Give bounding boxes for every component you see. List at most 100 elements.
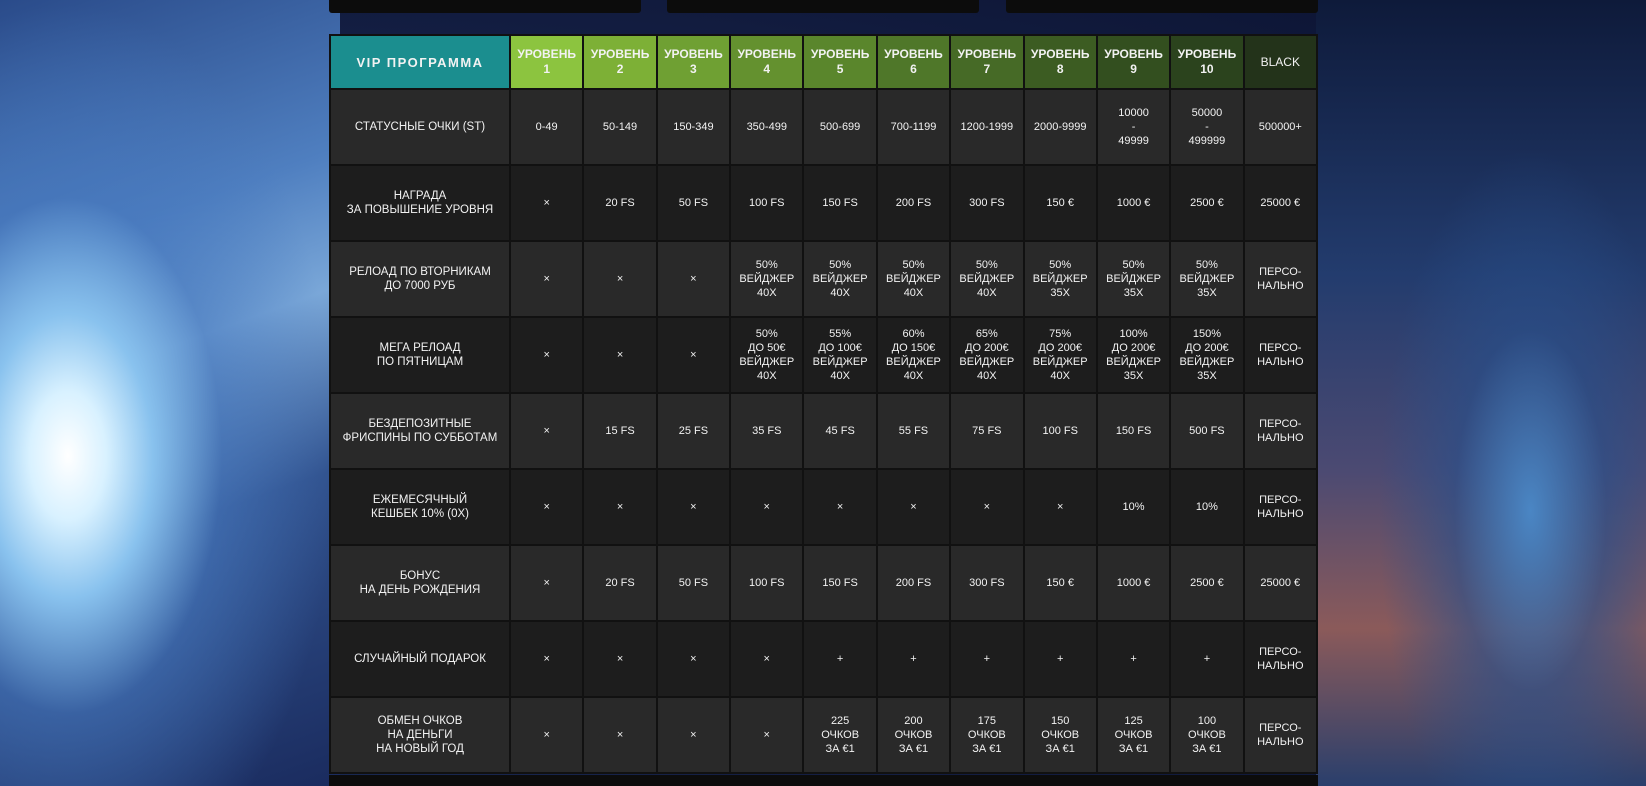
table-cell: + (951, 622, 1023, 696)
table-cell: 300 FS (951, 166, 1023, 240)
level-header-10: УРОВЕНЬ 10 (1171, 36, 1243, 88)
table-cell: 50% ВЕЙДЖЕР 40X (951, 242, 1023, 316)
table-cell: 55 FS (877, 394, 950, 468)
unavailable-cross-icon: × (511, 622, 583, 696)
table-cell: 50% ДО 50€ ВЕЙДЖЕР 40X (731, 318, 803, 392)
level-header-3: УРОВЕНЬ 3 (657, 36, 730, 88)
level-header-2: УРОВЕНЬ 2 (584, 36, 656, 88)
level-header-1: УРОВЕНЬ 1 (511, 36, 583, 88)
table-cell: 2500 € (1171, 166, 1243, 240)
table-row: БЕЗДЕПОЗИТНЫЕ ФРИСПИНЫ ПО СУББОТАМ × 15 FS… (331, 394, 1316, 468)
table-cell: ПЕРСО- НАЛЬНО (1244, 698, 1316, 772)
table-cell: 100 FS (1024, 394, 1096, 468)
table-cell: 75% ДО 200€ ВЕЙДЖЕР 40X (1024, 318, 1096, 392)
table-cell: 100 FS (731, 546, 803, 620)
table-cell: 500000+ (1244, 90, 1316, 164)
table-row: НАГРАДА ЗА ПОВЫШЕНИЕ УРОВНЯ × 20 FS 50 FS 10… (331, 166, 1316, 240)
unavailable-cross-icon: × (657, 470, 730, 544)
unavailable-cross-icon: × (511, 698, 583, 772)
table-cell: 25 FS (657, 394, 730, 468)
table-cell: 300 FS (951, 546, 1023, 620)
table-row: МЕГА РЕЛОАД ПО ПЯТНИЦАМ × × × 50% ДО 50€ ВЕЙ… (331, 318, 1316, 392)
table-cell: 25000 € (1244, 546, 1316, 620)
table-cell: 50% ВЕЙДЖЕР 35X (1171, 242, 1243, 316)
table-cell: 35 FS (731, 394, 803, 468)
level-header-4: УРОВЕНЬ 4 (731, 36, 803, 88)
table-cell: ПЕРСО- НАЛЬНО (1244, 622, 1316, 696)
table-cell: + (804, 622, 876, 696)
table-cell: 125 ОЧКОВ ЗА €1 (1097, 698, 1170, 772)
table-cell: 500-699 (804, 90, 876, 164)
table-cell: 100% ДО 200€ ВЕЙДЖЕР 35X (1097, 318, 1170, 392)
unavailable-cross-icon: × (1024, 470, 1096, 544)
unavailable-cross-icon: × (584, 470, 656, 544)
unavailable-cross-icon: × (804, 470, 876, 544)
table-cell: 175 ОЧКОВ ЗА €1 (951, 698, 1023, 772)
unavailable-cross-icon: × (731, 698, 803, 772)
table-cell: ПЕРСО- НАЛЬНО (1244, 470, 1316, 544)
row-label: БОНУС НА ДЕНЬ РОЖДЕНИЯ (331, 546, 509, 620)
row-label: ОБМЕН ОЧКОВ НА ДЕНЬГИ НА НОВЫЙ ГОД (331, 698, 509, 772)
table-cell: 200 FS (877, 166, 950, 240)
unavailable-cross-icon: × (657, 698, 730, 772)
table-cell: 50% ВЕЙДЖЕР 40X (804, 242, 876, 316)
top-bar-segment (667, 0, 979, 13)
unavailable-cross-icon: × (511, 166, 583, 240)
table-cell: ПЕРСО- НАЛЬНО (1244, 318, 1316, 392)
table-cell: 150 ОЧКОВ ЗА €1 (1024, 698, 1096, 772)
bottom-strip (329, 775, 1318, 786)
table-cell: ПЕРСО- НАЛЬНО (1244, 242, 1316, 316)
table-cell: 50000 - 499999 (1171, 90, 1243, 164)
unavailable-cross-icon: × (877, 470, 950, 544)
row-label: СЛУЧАЙНЫЙ ПОДАРОК (331, 622, 509, 696)
table-cell: ПЕРСО- НАЛЬНО (1244, 394, 1316, 468)
table-cell: 150-349 (657, 90, 730, 164)
table-cell: 350-499 (731, 90, 803, 164)
unavailable-cross-icon: × (657, 318, 730, 392)
table-cell: 50 FS (657, 166, 730, 240)
table-cell: 1000 € (1097, 546, 1170, 620)
table-cell: 200 ОЧКОВ ЗА €1 (877, 698, 950, 772)
table-cell: 50% ВЕЙДЖЕР 35X (1024, 242, 1096, 316)
table-cell: 20 FS (584, 546, 656, 620)
row-label: МЕГА РЕЛОАД ПО ПЯТНИЦАМ (331, 318, 509, 392)
row-label: БЕЗДЕПОЗИТНЫЕ ФРИСПИНЫ ПО СУББОТАМ (331, 394, 509, 468)
table-cell: 50% ВЕЙДЖЕР 40X (731, 242, 803, 316)
table-cell: 50 FS (657, 546, 730, 620)
table-row: СЛУЧАЙНЫЙ ПОДАРОК × × × × + + + + + + ПЕРСО- НАЛЬНО (331, 622, 1316, 696)
row-label: РЕЛОАД ПО ВТОРНИКАМ ДО 7000 РУБ (331, 242, 509, 316)
table-cell: 150 € (1024, 546, 1096, 620)
table-cell: 10000 - 49999 (1097, 90, 1170, 164)
unavailable-cross-icon: × (584, 318, 656, 392)
table-cell: 500 FS (1171, 394, 1243, 468)
table-body: СТАТУСНЫЕ ОЧКИ (ST) 0-49 50-149 150-349 350-… (331, 90, 1316, 772)
row-label: СТАТУСНЫЕ ОЧКИ (ST) (331, 90, 509, 164)
table-cell: + (1097, 622, 1170, 696)
table-cell: 150 € (1024, 166, 1096, 240)
table-cell: 10% (1171, 470, 1243, 544)
table-cell: 225 ОЧКОВ ЗА €1 (804, 698, 876, 772)
unavailable-cross-icon: × (731, 622, 803, 696)
table-cell: 10% (1097, 470, 1170, 544)
level-header-black: BLACK (1244, 36, 1316, 88)
table-cell: 2000-9999 (1024, 90, 1096, 164)
unavailable-cross-icon: × (584, 698, 656, 772)
table-cell: 75 FS (951, 394, 1023, 468)
table-cell: + (877, 622, 950, 696)
top-tab-bars (329, 0, 1318, 13)
table-cell: + (1171, 622, 1243, 696)
unavailable-cross-icon: × (584, 242, 656, 316)
unavailable-cross-icon: × (657, 242, 730, 316)
table-row: СТАТУСНЫЕ ОЧКИ (ST) 0-49 50-149 150-349 350-… (331, 90, 1316, 164)
top-bar-segment (1006, 0, 1318, 13)
level-header-7: УРОВЕНЬ 7 (951, 36, 1023, 88)
unavailable-cross-icon: × (511, 470, 583, 544)
table-cell: 0-49 (511, 90, 583, 164)
table-cell: 100 ОЧКОВ ЗА €1 (1171, 698, 1243, 772)
table-cell: 45 FS (804, 394, 876, 468)
table-cell: 150% ДО 200€ ВЕЙДЖЕР 35X (1171, 318, 1243, 392)
table-cell: + (1024, 622, 1096, 696)
unavailable-cross-icon: × (584, 622, 656, 696)
table-cell: 25000 € (1244, 166, 1316, 240)
vip-program-table: VIP ПРОГРАММА УРОВЕНЬ 1 УРОВЕНЬ 2 УРОВЕН… (329, 34, 1318, 774)
